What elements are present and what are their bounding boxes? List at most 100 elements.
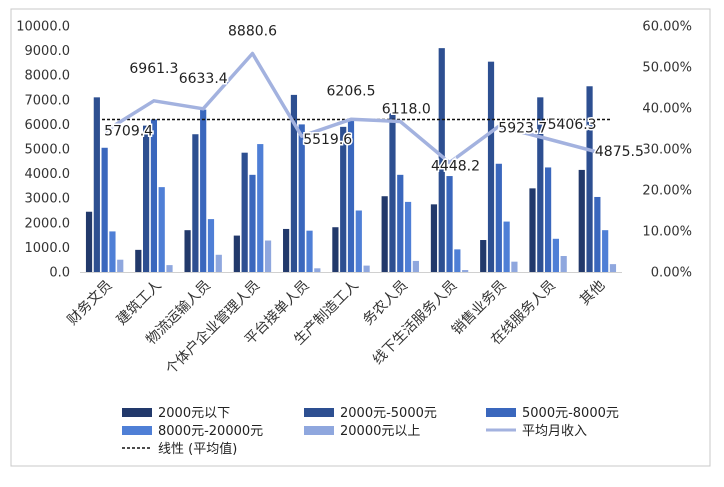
bar xyxy=(192,134,199,272)
bar xyxy=(511,261,518,272)
left-tick-label: 10000.0 xyxy=(16,20,70,35)
bar xyxy=(257,144,264,272)
bar xyxy=(290,94,298,272)
right-tick-label: 0.00% xyxy=(651,266,692,281)
bar xyxy=(215,254,222,272)
income-data-label: 6633.4 xyxy=(179,71,228,87)
bar xyxy=(109,231,116,272)
bar xyxy=(537,97,544,272)
bar xyxy=(93,97,100,272)
income-line xyxy=(103,51,598,165)
bar xyxy=(602,230,609,272)
income-data-label: 6961.3 xyxy=(129,61,178,77)
legend-label-s4: 20000元以上 xyxy=(340,424,420,439)
bar xyxy=(150,119,158,272)
bar xyxy=(480,240,487,272)
legend-label-s0: 2000元以下 xyxy=(158,406,230,421)
bar xyxy=(249,174,256,272)
bar xyxy=(503,221,510,272)
income-data-label: 5519.6 xyxy=(303,132,352,148)
bar xyxy=(135,249,142,272)
income-data-label: 5406.3 xyxy=(548,117,597,133)
bar xyxy=(314,268,321,272)
left-tick-label: 2000.0 xyxy=(25,216,71,231)
right-tick-label: 40.00% xyxy=(642,102,692,117)
left-tick-label: 9000.0 xyxy=(25,44,71,59)
left-tick-label: 1000.0 xyxy=(25,241,71,256)
left-tick-label: 4000.0 xyxy=(25,167,71,182)
legend-label-income-line: 平均月收入 xyxy=(522,424,587,439)
bar xyxy=(340,126,347,272)
left-tick-label: 7000.0 xyxy=(25,93,71,108)
bar xyxy=(560,256,567,272)
left-tick-label: 0.0 xyxy=(49,266,70,281)
bar xyxy=(332,227,339,272)
bar xyxy=(85,211,93,272)
right-tick-label: 30.00% xyxy=(642,143,692,158)
bar xyxy=(347,119,355,272)
bar xyxy=(462,270,469,272)
right-tick-label: 20.00% xyxy=(642,184,692,199)
bar xyxy=(264,240,272,272)
legend-swatch-s0 xyxy=(122,408,152,417)
bar xyxy=(430,204,438,272)
bar xyxy=(283,228,290,272)
legend-label-s2: 5000元-8000元 xyxy=(522,406,619,421)
bar xyxy=(306,230,313,272)
bar xyxy=(241,152,248,272)
bar xyxy=(529,188,536,272)
legend-label-s3: 8000元-20000元 xyxy=(158,424,263,439)
left-tick-label: 8000.0 xyxy=(25,69,71,84)
right-tick-label: 50.00% xyxy=(642,61,692,76)
bar xyxy=(397,174,404,272)
bar xyxy=(454,249,461,272)
income-data-label: 5709.4 xyxy=(104,124,153,140)
bar xyxy=(578,169,585,272)
income-data-label: 4875.5 xyxy=(595,144,644,160)
left-y-axis: 0.0 1000.0 2000.0 3000.0 4000.0 5000.0 6000.0 7… xyxy=(16,20,70,281)
left-tick-label: 5000.0 xyxy=(25,143,71,158)
bar xyxy=(487,61,495,272)
income-data-label: 5923.7 xyxy=(498,120,547,136)
bar xyxy=(544,167,552,272)
bar xyxy=(446,176,453,272)
legend-label-s1: 2000元-5000元 xyxy=(340,406,437,421)
bar xyxy=(438,48,445,272)
right-y-axis: 0.00% 10.00% 20.00% 30.00% 40.00% 50.00% 60.00… xyxy=(642,20,692,281)
bar xyxy=(412,260,419,272)
bar xyxy=(207,219,215,272)
bar xyxy=(609,264,617,272)
income-data-label: 4448.2 xyxy=(431,159,480,175)
legend-swatch-s2 xyxy=(486,408,516,417)
bar xyxy=(166,265,173,272)
bar xyxy=(495,163,502,272)
bar xyxy=(594,196,601,272)
bar xyxy=(298,124,305,273)
legend-swatch-s4 xyxy=(304,426,334,435)
bar xyxy=(143,125,150,272)
bar xyxy=(158,187,165,272)
legend-swatch-s3 xyxy=(122,426,152,435)
bar xyxy=(233,235,240,272)
bar xyxy=(101,147,108,272)
bar xyxy=(355,210,362,272)
right-tick-label: 10.00% xyxy=(642,225,692,240)
income-data-label: 6118.0 xyxy=(382,102,431,118)
bar-series-group xyxy=(85,48,617,273)
left-tick-label: 3000.0 xyxy=(25,192,71,207)
bar xyxy=(117,259,124,272)
legend-label-average-line: 线性 (平均值) xyxy=(158,441,237,457)
right-tick-label: 60.00% xyxy=(642,20,692,35)
bar xyxy=(363,265,370,272)
legend: 2000元以下 2000元-5000元 5000元-8000元 8000元-20… xyxy=(122,406,619,457)
left-tick-label: 6000.0 xyxy=(25,118,71,133)
bar xyxy=(586,86,593,273)
legend-swatch-s1 xyxy=(304,408,334,417)
bar xyxy=(552,238,559,272)
bar xyxy=(381,196,388,272)
income-data-label: 6206.5 xyxy=(327,83,376,99)
bar xyxy=(389,113,396,272)
